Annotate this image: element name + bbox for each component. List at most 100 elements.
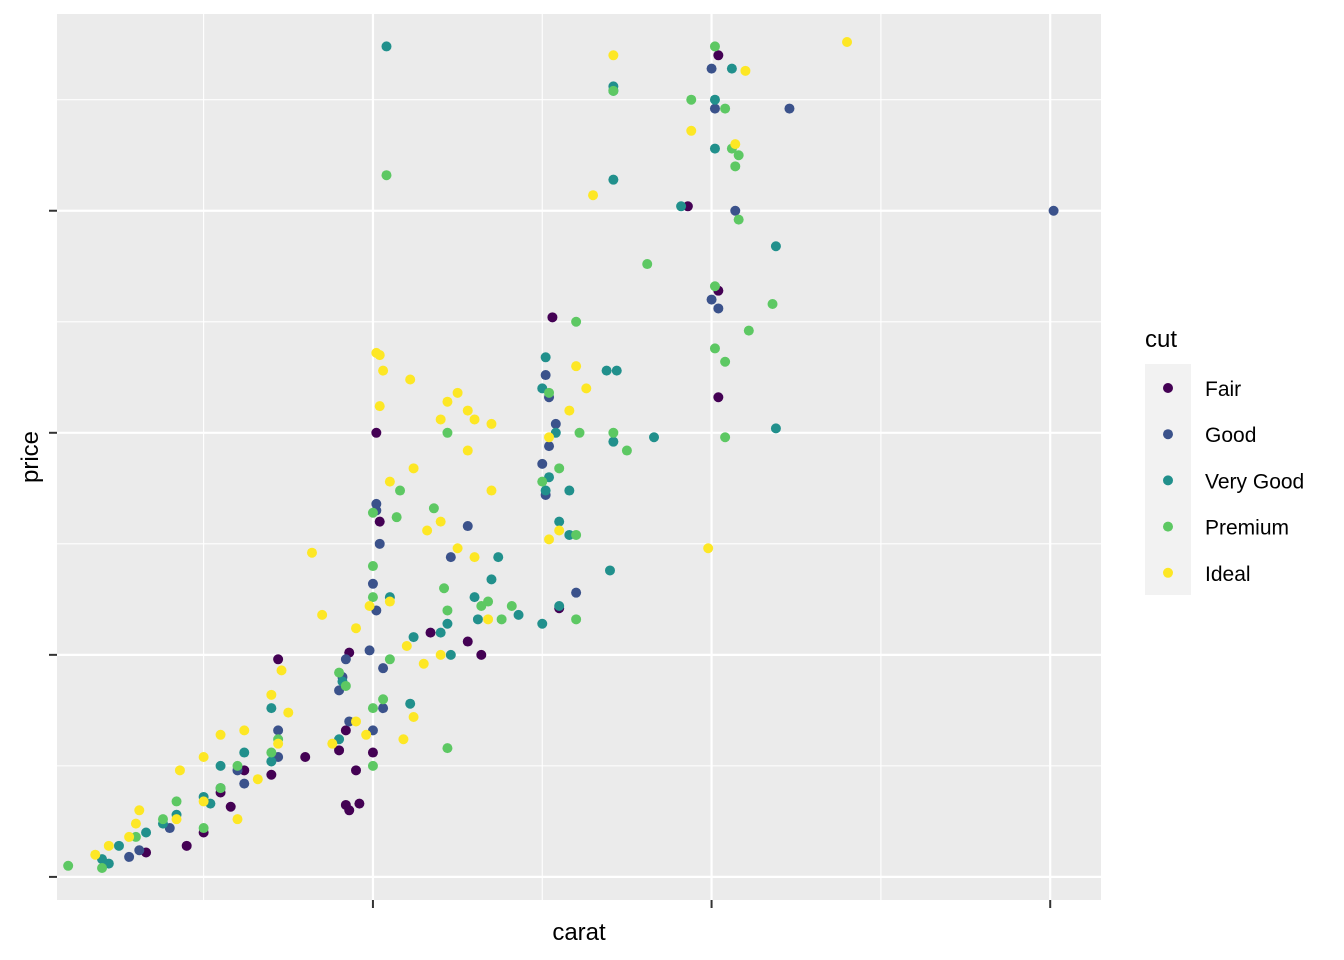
data-point bbox=[398, 734, 409, 745]
data-point bbox=[367, 561, 378, 572]
data-point bbox=[686, 94, 697, 105]
data-point bbox=[608, 436, 619, 447]
data-point bbox=[462, 636, 473, 647]
data-point bbox=[537, 618, 548, 629]
data-point bbox=[642, 259, 653, 270]
legend-label: Good bbox=[1205, 424, 1256, 447]
data-point bbox=[445, 649, 456, 660]
data-point bbox=[367, 507, 378, 518]
data-point bbox=[171, 814, 182, 825]
data-point bbox=[486, 574, 497, 585]
data-point bbox=[425, 627, 436, 638]
data-point bbox=[395, 485, 406, 496]
data-point bbox=[544, 432, 555, 443]
data-point bbox=[709, 143, 720, 154]
legend-label: Ideal bbox=[1205, 563, 1251, 586]
data-point bbox=[171, 796, 182, 807]
data-point bbox=[483, 614, 494, 625]
data-point bbox=[581, 383, 592, 394]
data-point bbox=[709, 94, 720, 105]
data-point bbox=[225, 801, 236, 812]
data-point bbox=[1048, 205, 1059, 216]
data-point bbox=[266, 703, 277, 714]
data-point bbox=[544, 387, 555, 398]
data-point bbox=[306, 547, 317, 558]
data-point bbox=[124, 831, 135, 842]
data-point bbox=[720, 356, 731, 367]
data-point bbox=[351, 716, 362, 727]
data-point bbox=[340, 680, 351, 691]
data-point bbox=[384, 596, 395, 607]
x-axis-title: carat bbox=[552, 919, 606, 946]
data-point bbox=[588, 190, 599, 201]
data-point bbox=[374, 350, 385, 361]
legend-label: Fair bbox=[1205, 378, 1241, 401]
data-point bbox=[540, 485, 551, 496]
data-point bbox=[564, 405, 575, 416]
data-point bbox=[435, 516, 446, 527]
data-point bbox=[408, 463, 419, 474]
data-point bbox=[384, 654, 395, 665]
data-point bbox=[351, 623, 362, 634]
data-point bbox=[676, 201, 687, 212]
data-point bbox=[367, 747, 378, 758]
legend-key-dot-icon bbox=[1163, 383, 1173, 393]
data-point bbox=[733, 150, 744, 161]
legend-entry: Ideal bbox=[1163, 563, 1251, 586]
data-point bbox=[367, 578, 378, 589]
data-point bbox=[113, 840, 124, 851]
data-point bbox=[472, 614, 483, 625]
data-point bbox=[649, 432, 660, 443]
legend-key-dot-icon bbox=[1163, 475, 1173, 486]
data-point bbox=[435, 649, 446, 660]
data-point bbox=[740, 65, 751, 76]
data-point bbox=[706, 63, 717, 74]
data-point bbox=[709, 343, 720, 354]
data-point bbox=[462, 445, 473, 456]
data-point bbox=[439, 583, 450, 594]
data-point bbox=[506, 600, 517, 611]
data-point bbox=[767, 299, 778, 310]
data-point bbox=[733, 214, 744, 225]
data-point bbox=[486, 485, 497, 496]
data-point bbox=[378, 663, 389, 674]
data-point bbox=[317, 609, 328, 620]
data-point bbox=[374, 401, 385, 412]
data-point bbox=[351, 765, 362, 776]
series-fair bbox=[141, 50, 724, 858]
data-point bbox=[408, 632, 419, 643]
data-point bbox=[435, 414, 446, 425]
data-point bbox=[327, 738, 338, 749]
data-point bbox=[239, 747, 250, 758]
data-point bbox=[405, 698, 416, 709]
data-point bbox=[198, 796, 209, 807]
data-point bbox=[215, 783, 226, 794]
data-point bbox=[378, 365, 389, 376]
data-point bbox=[452, 387, 463, 398]
data-point bbox=[130, 818, 141, 829]
data-point bbox=[726, 63, 737, 74]
data-point bbox=[252, 774, 263, 785]
data-point bbox=[743, 325, 754, 336]
data-point bbox=[198, 751, 209, 762]
data-point bbox=[513, 609, 524, 620]
data-point bbox=[442, 427, 453, 438]
data-point bbox=[442, 396, 453, 407]
data-point bbox=[367, 703, 378, 714]
data-point bbox=[554, 516, 565, 527]
data-point bbox=[435, 627, 446, 638]
legend-entry: Premium bbox=[1163, 517, 1289, 540]
data-point bbox=[174, 765, 185, 776]
data-point bbox=[141, 827, 152, 838]
data-point bbox=[621, 445, 632, 456]
legend-entry: Very Good bbox=[1163, 470, 1304, 493]
data-point bbox=[283, 707, 294, 718]
data-point bbox=[544, 441, 555, 452]
data-point bbox=[706, 294, 717, 305]
legend: cut Fair Good Very Good Premium Ideal bbox=[1145, 326, 1304, 595]
data-point bbox=[367, 592, 378, 603]
data-point bbox=[469, 592, 480, 603]
data-point bbox=[574, 427, 585, 438]
legend-title: cut bbox=[1145, 326, 1177, 353]
